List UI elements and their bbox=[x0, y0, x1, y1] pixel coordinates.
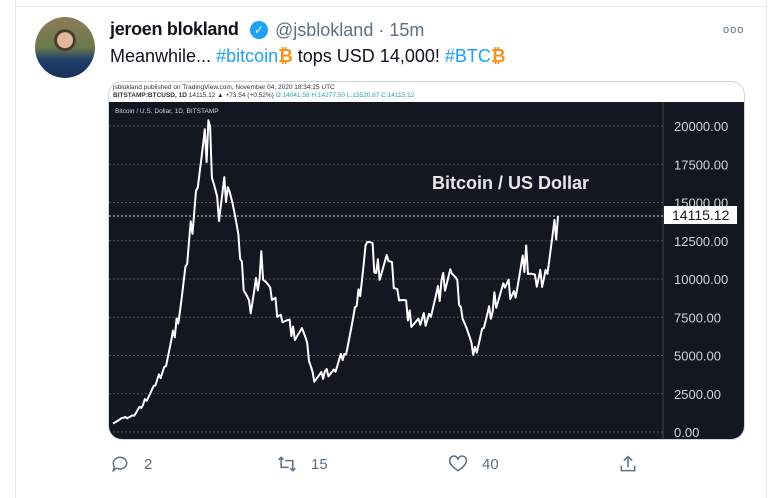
overlay-title: Bitcoin / US Dollar bbox=[432, 173, 590, 193]
publish-info: jsblokland published on TradingView.com,… bbox=[113, 84, 335, 91]
retweet-count: 15 bbox=[311, 455, 328, 473]
reply-count: 2 bbox=[144, 455, 153, 473]
more-options-button[interactable]: ooo bbox=[723, 24, 745, 36]
bitcoin-emoji-icon: ₿ bbox=[278, 46, 293, 66]
y-tick-label: 12500.00 bbox=[674, 234, 728, 249]
symbol-info: BITSTAMP:BTCUSD, 1D 14115.12 ▲ +73.54 (+… bbox=[113, 92, 414, 99]
retweet-icon bbox=[278, 456, 296, 472]
tweet-card[interactable] bbox=[15, 6, 767, 498]
y-tick-label: 17500.00 bbox=[674, 157, 728, 172]
y-tick-label: 10000.00 bbox=[674, 272, 728, 287]
price-change: 14115.12 ▲ +73.54 (+0.52%) bbox=[188, 92, 274, 99]
price-chart: Bitcoin / U.S. Dollar, 1D, BITSTAMP 2000… bbox=[109, 102, 744, 439]
y-tick-label: 0.00 bbox=[674, 425, 699, 439]
reply-button[interactable]: 2 bbox=[110, 454, 152, 474]
like-count: 40 bbox=[482, 455, 499, 473]
y-tick-label: 7500.00 bbox=[674, 310, 721, 325]
retweet-button[interactable]: 15 bbox=[277, 454, 328, 474]
like-button[interactable]: 40 bbox=[448, 454, 499, 474]
y-tick-label: 20000.00 bbox=[674, 119, 728, 134]
ohlc: O:14041.58 H:14277.50 L:13520.87 C:14115… bbox=[275, 92, 415, 99]
timestamp[interactable]: · 15m bbox=[378, 20, 425, 40]
symbol: BITSTAMP:BTCUSD, 1D bbox=[113, 92, 187, 99]
chart-svg: 20000.0017500.0015000.0012500.0010000.00… bbox=[109, 102, 728, 439]
bitcoin-emoji-icon: ₿ bbox=[490, 46, 506, 66]
author-handle[interactable]: @jsblokland bbox=[275, 20, 374, 40]
heart-icon bbox=[448, 455, 468, 472]
reply-icon bbox=[112, 456, 128, 473]
verified-badge-icon: ✓ bbox=[250, 21, 268, 39]
price-line bbox=[112, 119, 559, 425]
y-tick-label: 2500.00 bbox=[674, 387, 721, 402]
y-tick-label: 5000.00 bbox=[674, 349, 721, 364]
author-name[interactable]: jeroen blokland bbox=[110, 19, 239, 39]
share-icon bbox=[620, 455, 636, 472]
text-middle: tops USD 14,000! bbox=[292, 46, 445, 66]
avatar[interactable] bbox=[35, 17, 95, 78]
text-prefix: Meanwhile... bbox=[110, 46, 217, 66]
tweet-text: Meanwhile... #bitcoin₿ tops USD 14,000! … bbox=[110, 46, 506, 67]
share-button[interactable] bbox=[618, 454, 638, 474]
hashtag-bitcoin[interactable]: #bitcoin bbox=[216, 46, 279, 66]
chart-title: Bitcoin / U.S. Dollar, 1D, BITSTAMP bbox=[115, 108, 219, 115]
previous-tweet-border bbox=[15, 0, 767, 7]
author-handle-time[interactable]: @jsblokland · 15m bbox=[275, 20, 424, 41]
hashtag-btc[interactable]: #BTC bbox=[444, 46, 491, 66]
tweet-media-image[interactable]: jsblokland published on TradingView.com,… bbox=[108, 81, 745, 440]
last-price-label: 14115.12 bbox=[664, 206, 738, 224]
